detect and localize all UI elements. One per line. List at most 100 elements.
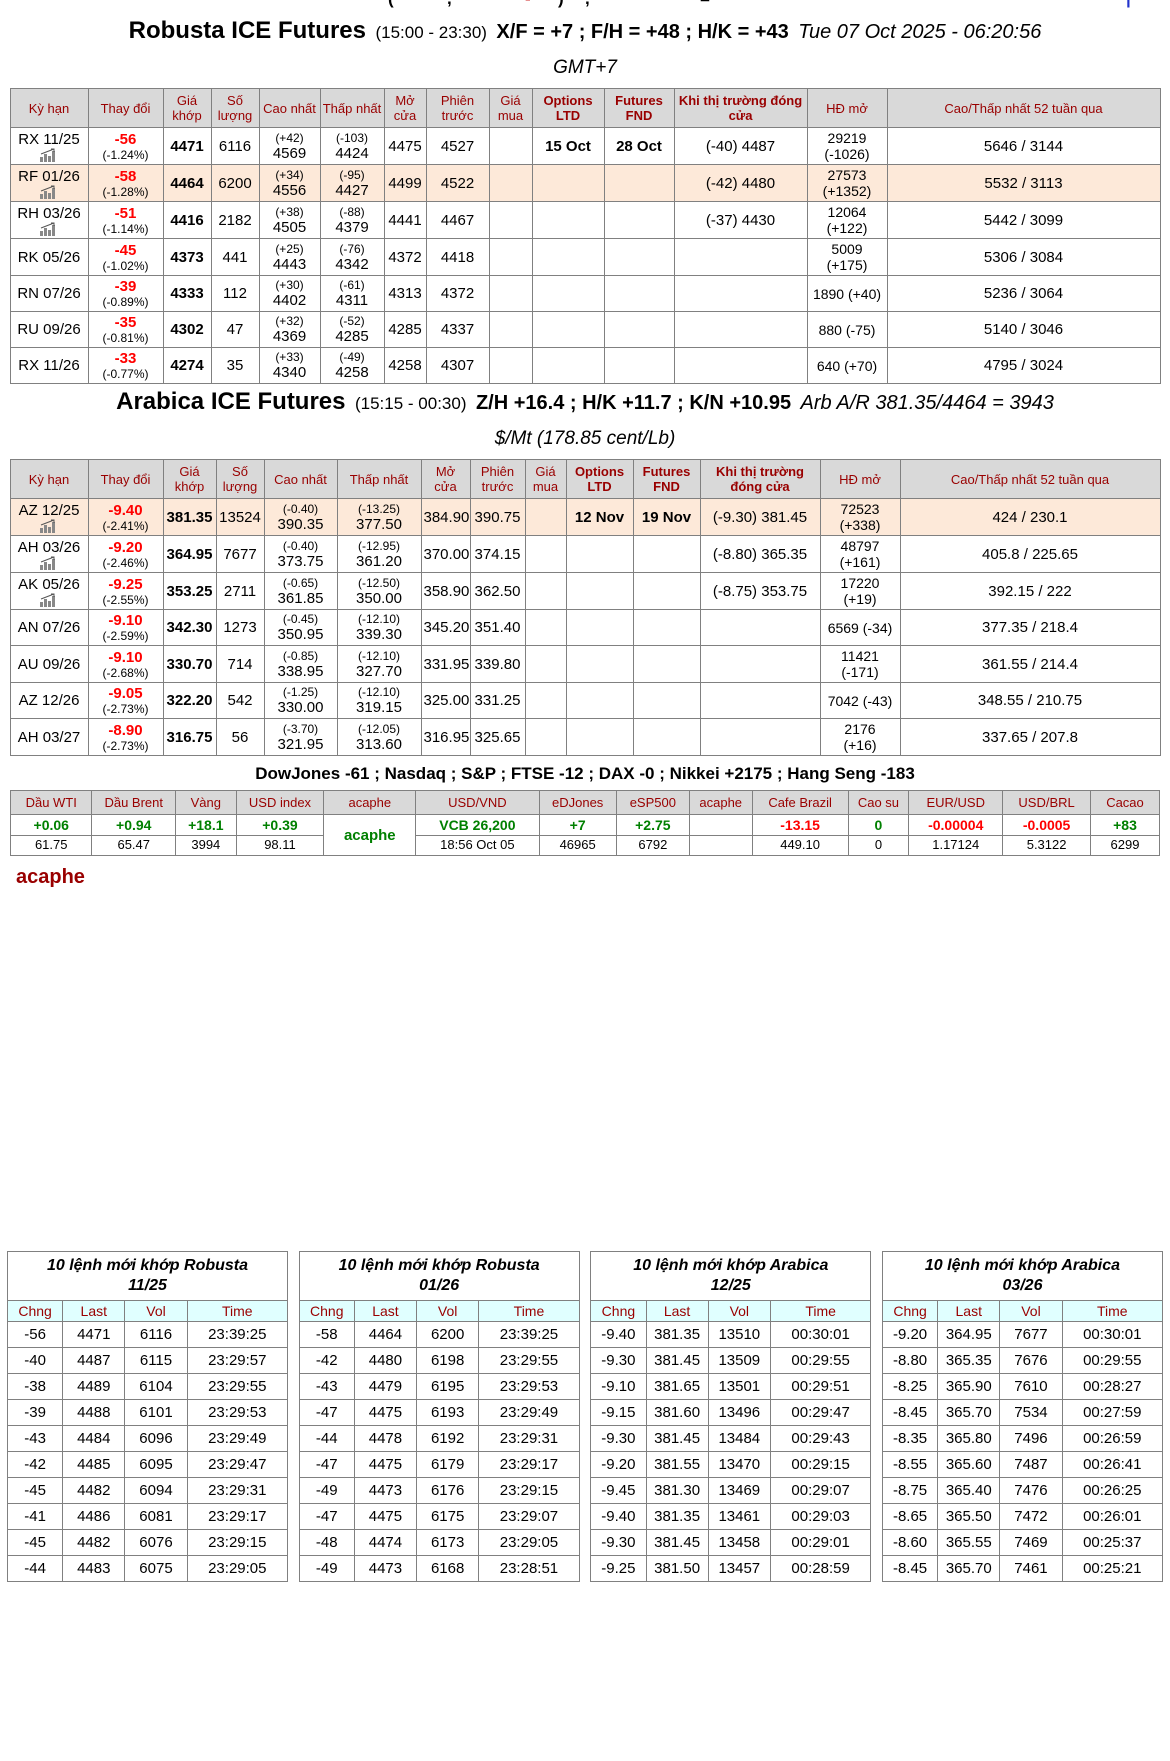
open-interest-change: (-1026) [824,146,870,162]
low-cell: (-49) 4258 [319,347,385,384]
order-chng-cell: -9.15 [590,1399,647,1426]
order-row: -43 4479 6195 23:29:53 [298,1373,580,1400]
futures-row-rn-07-26: RN 07/26 -39 (-0.89%) 4333 112 (+30) 4402 (-61)… [9,275,1161,312]
order-time-cell: 23:29:05 [478,1529,580,1556]
change-percent: (-0.89%) [102,295,149,309]
volume-cell: 1273 [215,609,265,646]
order-vol-cell: 7461 [999,1555,1063,1582]
order-vol-cell: 7472 [999,1503,1063,1530]
open-interest-change: (+19) [843,591,877,607]
order-vol-cell: 6116 [124,1321,188,1348]
change-cell: -9.40 (-2.41%) [87,498,164,536]
site-brand-label: acaphe [16,866,85,888]
change-value: -56 [114,130,137,148]
high-value: 361.85 [277,589,324,607]
high-change: (+25) [275,241,304,256]
change-value: -8.90 [108,721,143,739]
bid-cell [524,645,567,683]
order-chng-cell: -38 [6,1373,64,1400]
options-ltd-cell [531,275,605,312]
world-indices-line: DowJones -61 ; Nasdaq ; S&P ; FTSE -12 ;… [255,764,915,783]
robusta-trading-hours: (15:00 - 23:30) [375,23,487,42]
order-last-cell: 365.40 [937,1477,1001,1504]
low-change: (-88) [339,204,365,219]
high-cell: (-0.65) 361.85 [263,572,338,610]
low-change: (-13.25) [357,501,401,516]
robusta-spreads: X/F = +7 ; F/H = +48 ; H/K = +43 [496,21,789,43]
low-value: 319.15 [356,699,402,716]
contract-code: AH 03/27 [17,728,81,746]
order-vol-cell: 13501 [707,1373,771,1400]
order-chng-cell: -8.45 [881,1555,939,1582]
order-time-cell: 23:29:31 [478,1425,580,1452]
chart-icon[interactable] [13,148,86,162]
futures-row-au-09-26: AU 09/26 -9.10 (-2.68%) 330.70 714 (-0.85) 338… [9,645,1161,683]
clipped-text-fragment: , [447,0,452,9]
contract-code-cell: AK 05/26 [9,572,89,610]
order-last-cell: 4485 [62,1451,126,1478]
order-row: -42 4480 6198 23:29:55 [298,1347,580,1374]
low-value: 350.00 [356,589,402,607]
chart-icon[interactable] [13,222,86,236]
orders-table-03-26: 10 lệnh mới khớp Arabica 03/26 Chng Last Vol… [881,1251,1163,1582]
chart-icon[interactable] [13,593,86,607]
order-vol-cell: 13457 [707,1555,771,1582]
clipped-text-fragment: , [585,0,590,9]
order-row: -47 4475 6175 23:29:07 [298,1503,580,1530]
order-row: -43 4484 6096 23:29:49 [6,1425,289,1452]
arabica-title-line: Arabica ICE Futures (15:15 - 00:30) Z/H … [0,387,1170,417]
order-vol-cell: 6115 [124,1347,188,1374]
index-change-cell: +0.39 [235,814,325,836]
chart-icon[interactable] [13,185,86,199]
low-value: 377.50 [356,515,402,533]
arabica-trading-hours: (15:15 - 00:30) [354,394,467,413]
index-col-header: Cafe Brazil [751,790,849,815]
low-cell: (-12.05) 313.60 [336,718,422,756]
range-52w-cell: 5306 / 3084 [886,238,1161,276]
index-col-header: USD index [235,790,325,815]
open-interest-change: (-171) [841,664,879,680]
chart-icon[interactable] [13,519,86,533]
low-change: (-12.10) [357,612,401,626]
order-last-cell: 4484 [62,1425,126,1452]
futures-fnd-cell [603,275,675,312]
high-cell: (-0.85) 338.95 [263,645,338,683]
order-last-cell: 4489 [62,1373,126,1400]
order-time-cell: 23:29:17 [478,1451,580,1478]
arabica-futures-table: Kỳ hạn Thay đổi Giá khớp Số lượng Cao nhất Th… [9,459,1161,756]
order-vol-cell: 6096 [124,1425,188,1452]
order-chng-cell: -8.35 [881,1425,939,1452]
high-value: 390.35 [277,515,324,533]
order-chng-cell: -56 [6,1321,64,1348]
last-price-cell: 353.25 [162,572,217,610]
index-col-header: Dầu WTI [9,790,93,815]
futures-fnd-cell [632,535,701,573]
change-cell: -58 (-1.28%) [87,164,164,202]
orders-title-line2: 03/26 [1002,1277,1043,1294]
order-chng-cell: -9.40 [590,1321,647,1348]
order-vol-cell: 13461 [707,1503,771,1530]
clipped-top-line: (, -), = | [0,0,1170,13]
open-interest-cell: 2176 (+16) [819,718,901,756]
prev-session-cell: 351.40 [469,609,526,646]
low-value: 361.20 [356,552,402,570]
orders-table-01-26: 10 lệnh mới khớp Robusta 01/26 Chng Last Vol… [298,1251,580,1582]
high-cell: (+33) 4340 [258,347,321,384]
high-cell: (-0.45) 350.95 [263,609,338,646]
orders-title-line2: 12/25 [710,1277,751,1294]
order-chng-cell: -43 [6,1425,64,1452]
arabica-col-header: Options LTD [565,459,634,499]
chart-icon[interactable] [13,556,86,570]
orders-header-row: Chng Last Vol Time [881,1300,1163,1322]
options-ltd-cell [531,238,605,276]
order-chng-cell: -9.45 [590,1477,647,1504]
order-chng-cell: -44 [6,1555,64,1582]
high-change: (-0.40) [282,501,319,516]
range-52w-cell: 392.15 / 222 [899,572,1161,610]
order-last-cell: 365.55 [937,1529,1001,1556]
low-cell: (-95) 4427 [319,164,385,202]
open-interest-value: 72523 [840,501,880,517]
futures-row-ak-05-26: AK 05/26 -9.25 (-2.55%) 353.25 2711 (-0.65) 36… [9,572,1161,610]
market-close-cell: (-37) 4430 [673,201,808,239]
high-cell: (+30) 4402 [258,275,321,312]
